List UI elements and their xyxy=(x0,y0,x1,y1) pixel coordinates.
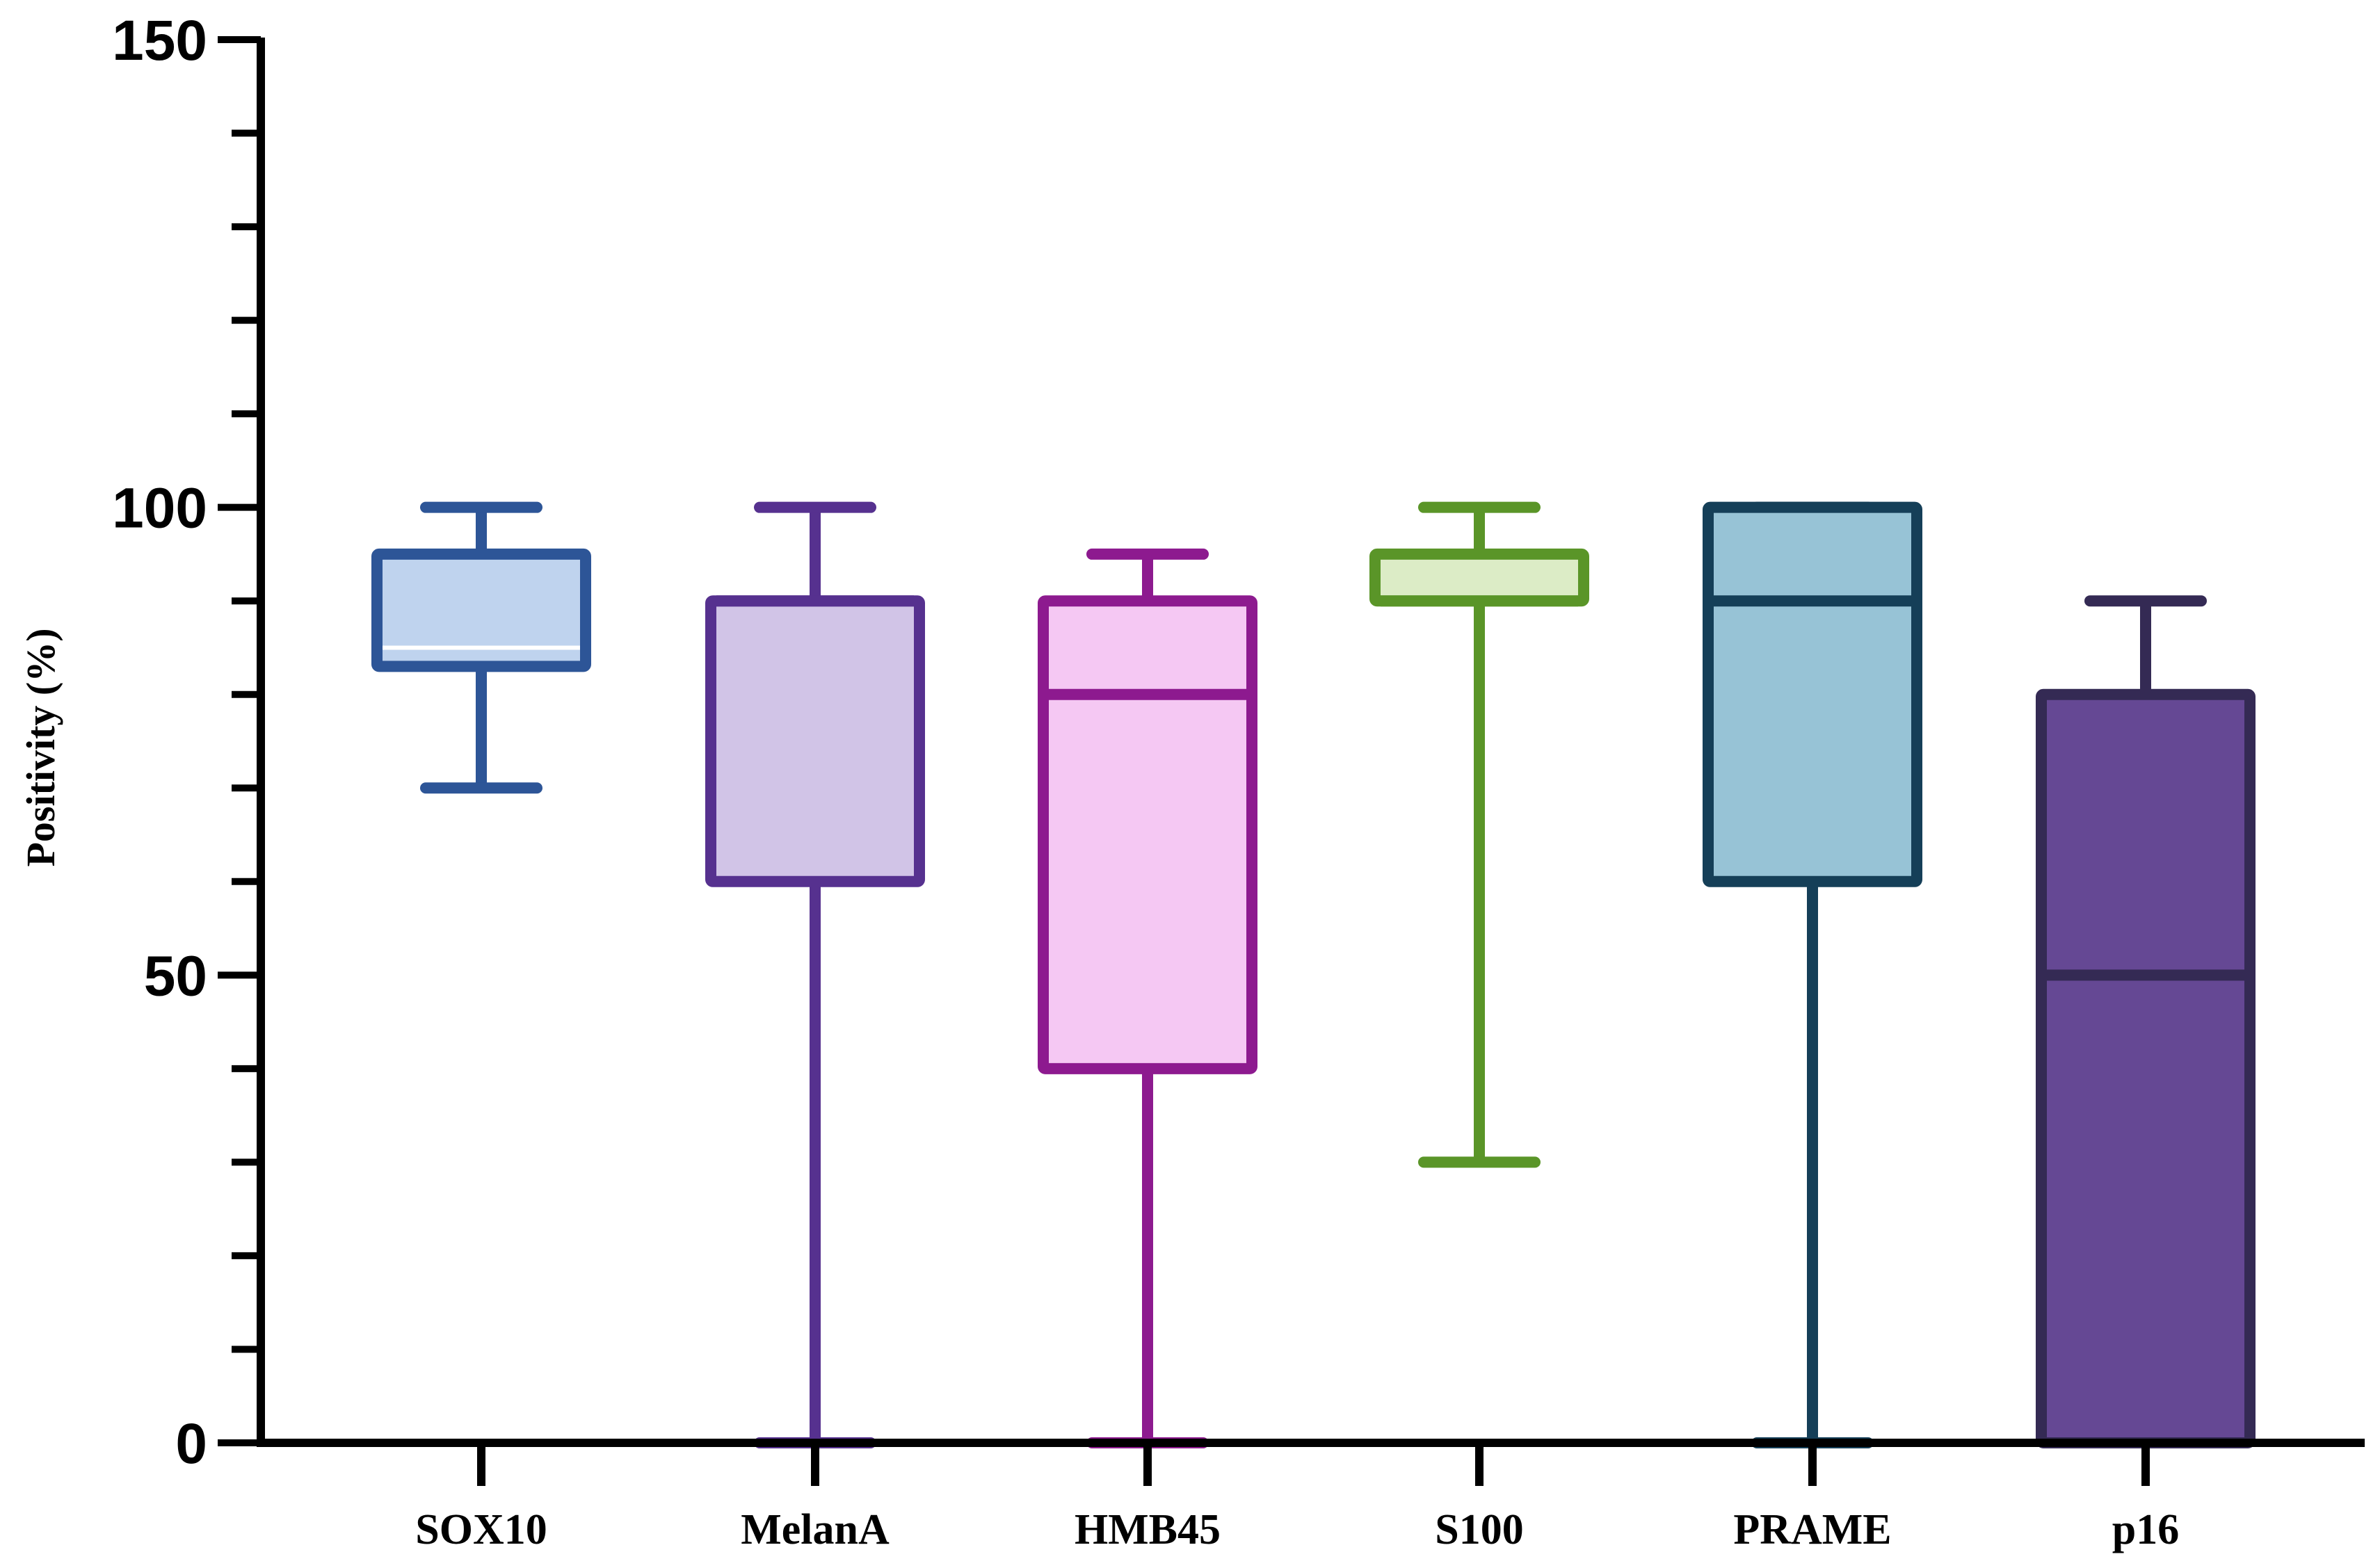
axes-layer xyxy=(218,36,2365,1486)
labels-layer: 0 50 100 150 SOX10 MelanA HMB45 S100 PRAME p16 xyxy=(112,9,2179,1553)
box-prame xyxy=(1703,501,1922,1448)
y-axis-title: Positivity (%) xyxy=(18,628,63,866)
x-tick-label-prame: PRAME xyxy=(1733,1506,1891,1553)
box-melana xyxy=(705,501,925,1448)
box-iqr-s100 xyxy=(1369,548,1589,607)
y-tick-label-150: 150 xyxy=(112,9,207,72)
y-tick-label-100: 100 xyxy=(112,477,207,540)
box-iqr-prame xyxy=(1703,501,1922,887)
x-tick-label-hmb45: HMB45 xyxy=(1075,1506,1221,1553)
box-iqr-melana xyxy=(705,595,925,887)
x-tick-label-melana: MelanA xyxy=(741,1506,890,1553)
x-tick-label-s100: S100 xyxy=(1435,1506,1523,1553)
box-iqr-p16 xyxy=(2036,688,2256,1449)
boxes-layer xyxy=(371,501,2256,1449)
y-tick-label-0: 0 xyxy=(175,1412,207,1476)
x-tick-label-p16: p16 xyxy=(2112,1506,2179,1553)
box-iqr-hmb45 xyxy=(1038,595,1257,1074)
box-sox10 xyxy=(371,501,591,794)
box-s100 xyxy=(1369,501,1589,1168)
x-tick-label-sox10: SOX10 xyxy=(415,1506,547,1553)
box-hmb45 xyxy=(1038,548,1257,1448)
box-p16 xyxy=(2036,595,2256,1449)
box-iqr-sox10 xyxy=(371,548,591,672)
y-tick-label-50: 50 xyxy=(144,944,207,1008)
